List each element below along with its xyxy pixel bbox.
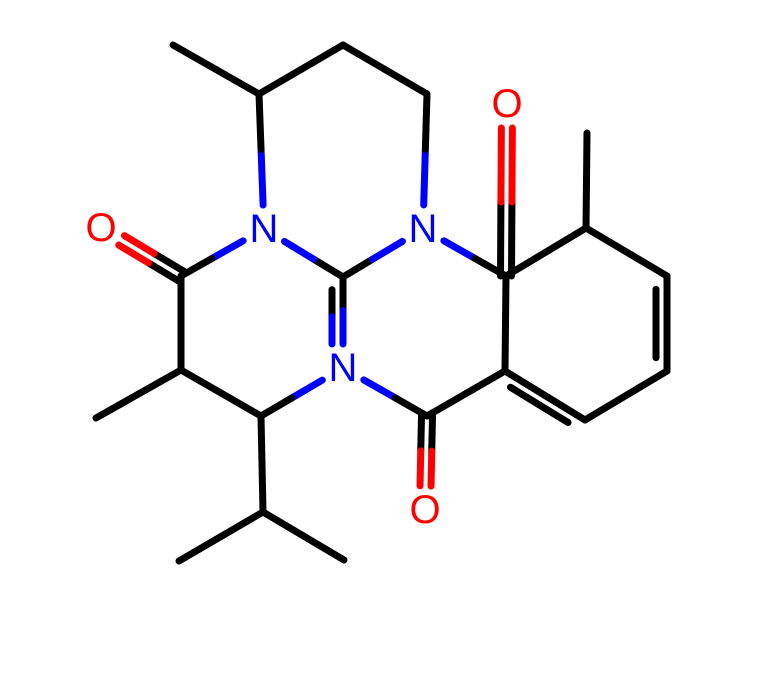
bond-segment [505,324,506,372]
molecule-diagram: N N N O O O [0,0,771,676]
bond-segment [444,241,475,259]
bond-segment [587,133,588,181]
bond-segment [373,241,403,259]
bond-segment [431,451,432,486]
bond-segment [421,416,422,451]
bond-segment [626,371,667,396]
bond-segment [505,371,545,396]
atom-label-n: N [329,346,358,390]
bond-segment [364,380,396,398]
bond-segment [466,371,505,394]
bond-segment [343,45,385,70]
bond-segment [420,451,421,486]
bond-segment [221,393,261,416]
bond-segment [139,370,182,394]
bond-segment [314,259,343,277]
bond-segment [424,150,426,206]
bond-segment [181,370,221,393]
bond-segment [586,228,627,252]
bond-segment [506,276,507,324]
atom-label-n: N [250,207,279,251]
bond-segment [212,241,243,259]
bond-segment [385,70,427,95]
bond-segment [586,181,587,229]
bond-segment [179,537,221,562]
bond-segment [301,45,343,70]
bond-segment [432,416,433,451]
bond-segment [261,416,262,464]
bond-segment [425,94,427,150]
bond-segment [259,70,301,95]
atom-label-o: O [409,488,440,532]
bond-segment [343,259,373,277]
bond-segment [263,512,304,536]
bond-segment [292,380,323,398]
bond-segment [262,464,263,512]
bond-segment [545,396,585,421]
bond-segment [216,70,259,95]
atom-label-o: O [85,206,116,250]
bond-segment [585,396,626,421]
bond-segment [304,536,345,560]
bond-segment [96,394,139,418]
atom-label-o: O [491,82,522,126]
bond-segment [427,394,466,417]
bond-segment [261,150,263,206]
bond-segment [173,45,216,70]
bond-segment [259,94,261,150]
atom-label-n: N [409,207,438,251]
bond-segment [285,241,314,259]
bond-segment [261,398,292,416]
bond-segment [546,228,586,252]
bond-segment [627,252,668,276]
bond-segment [221,512,263,537]
